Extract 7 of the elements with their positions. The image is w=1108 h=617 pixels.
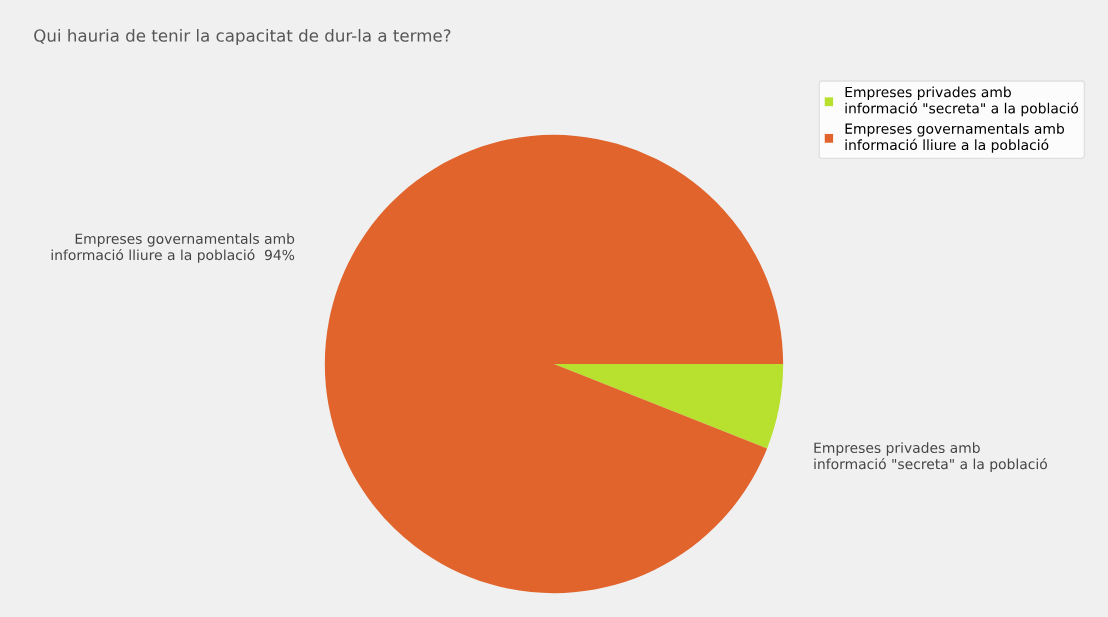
pie-slice xyxy=(554,364,784,449)
slice-label: Empreses privades amb informació "secreta" a la població xyxy=(814,442,1047,472)
category-label: Empreses governamentals amb informació lliure a la població 94% xyxy=(51,233,295,263)
legend-label: Empreses privades amb informació "secreta" a la població xyxy=(845,86,1079,117)
legend-label: Empreses governamentals amb informació lliure a la població xyxy=(845,123,1064,153)
pie-slice xyxy=(324,134,784,594)
chart-title: Qui hauria de tenir la capacitat de dur-la a terme? xyxy=(34,28,451,46)
